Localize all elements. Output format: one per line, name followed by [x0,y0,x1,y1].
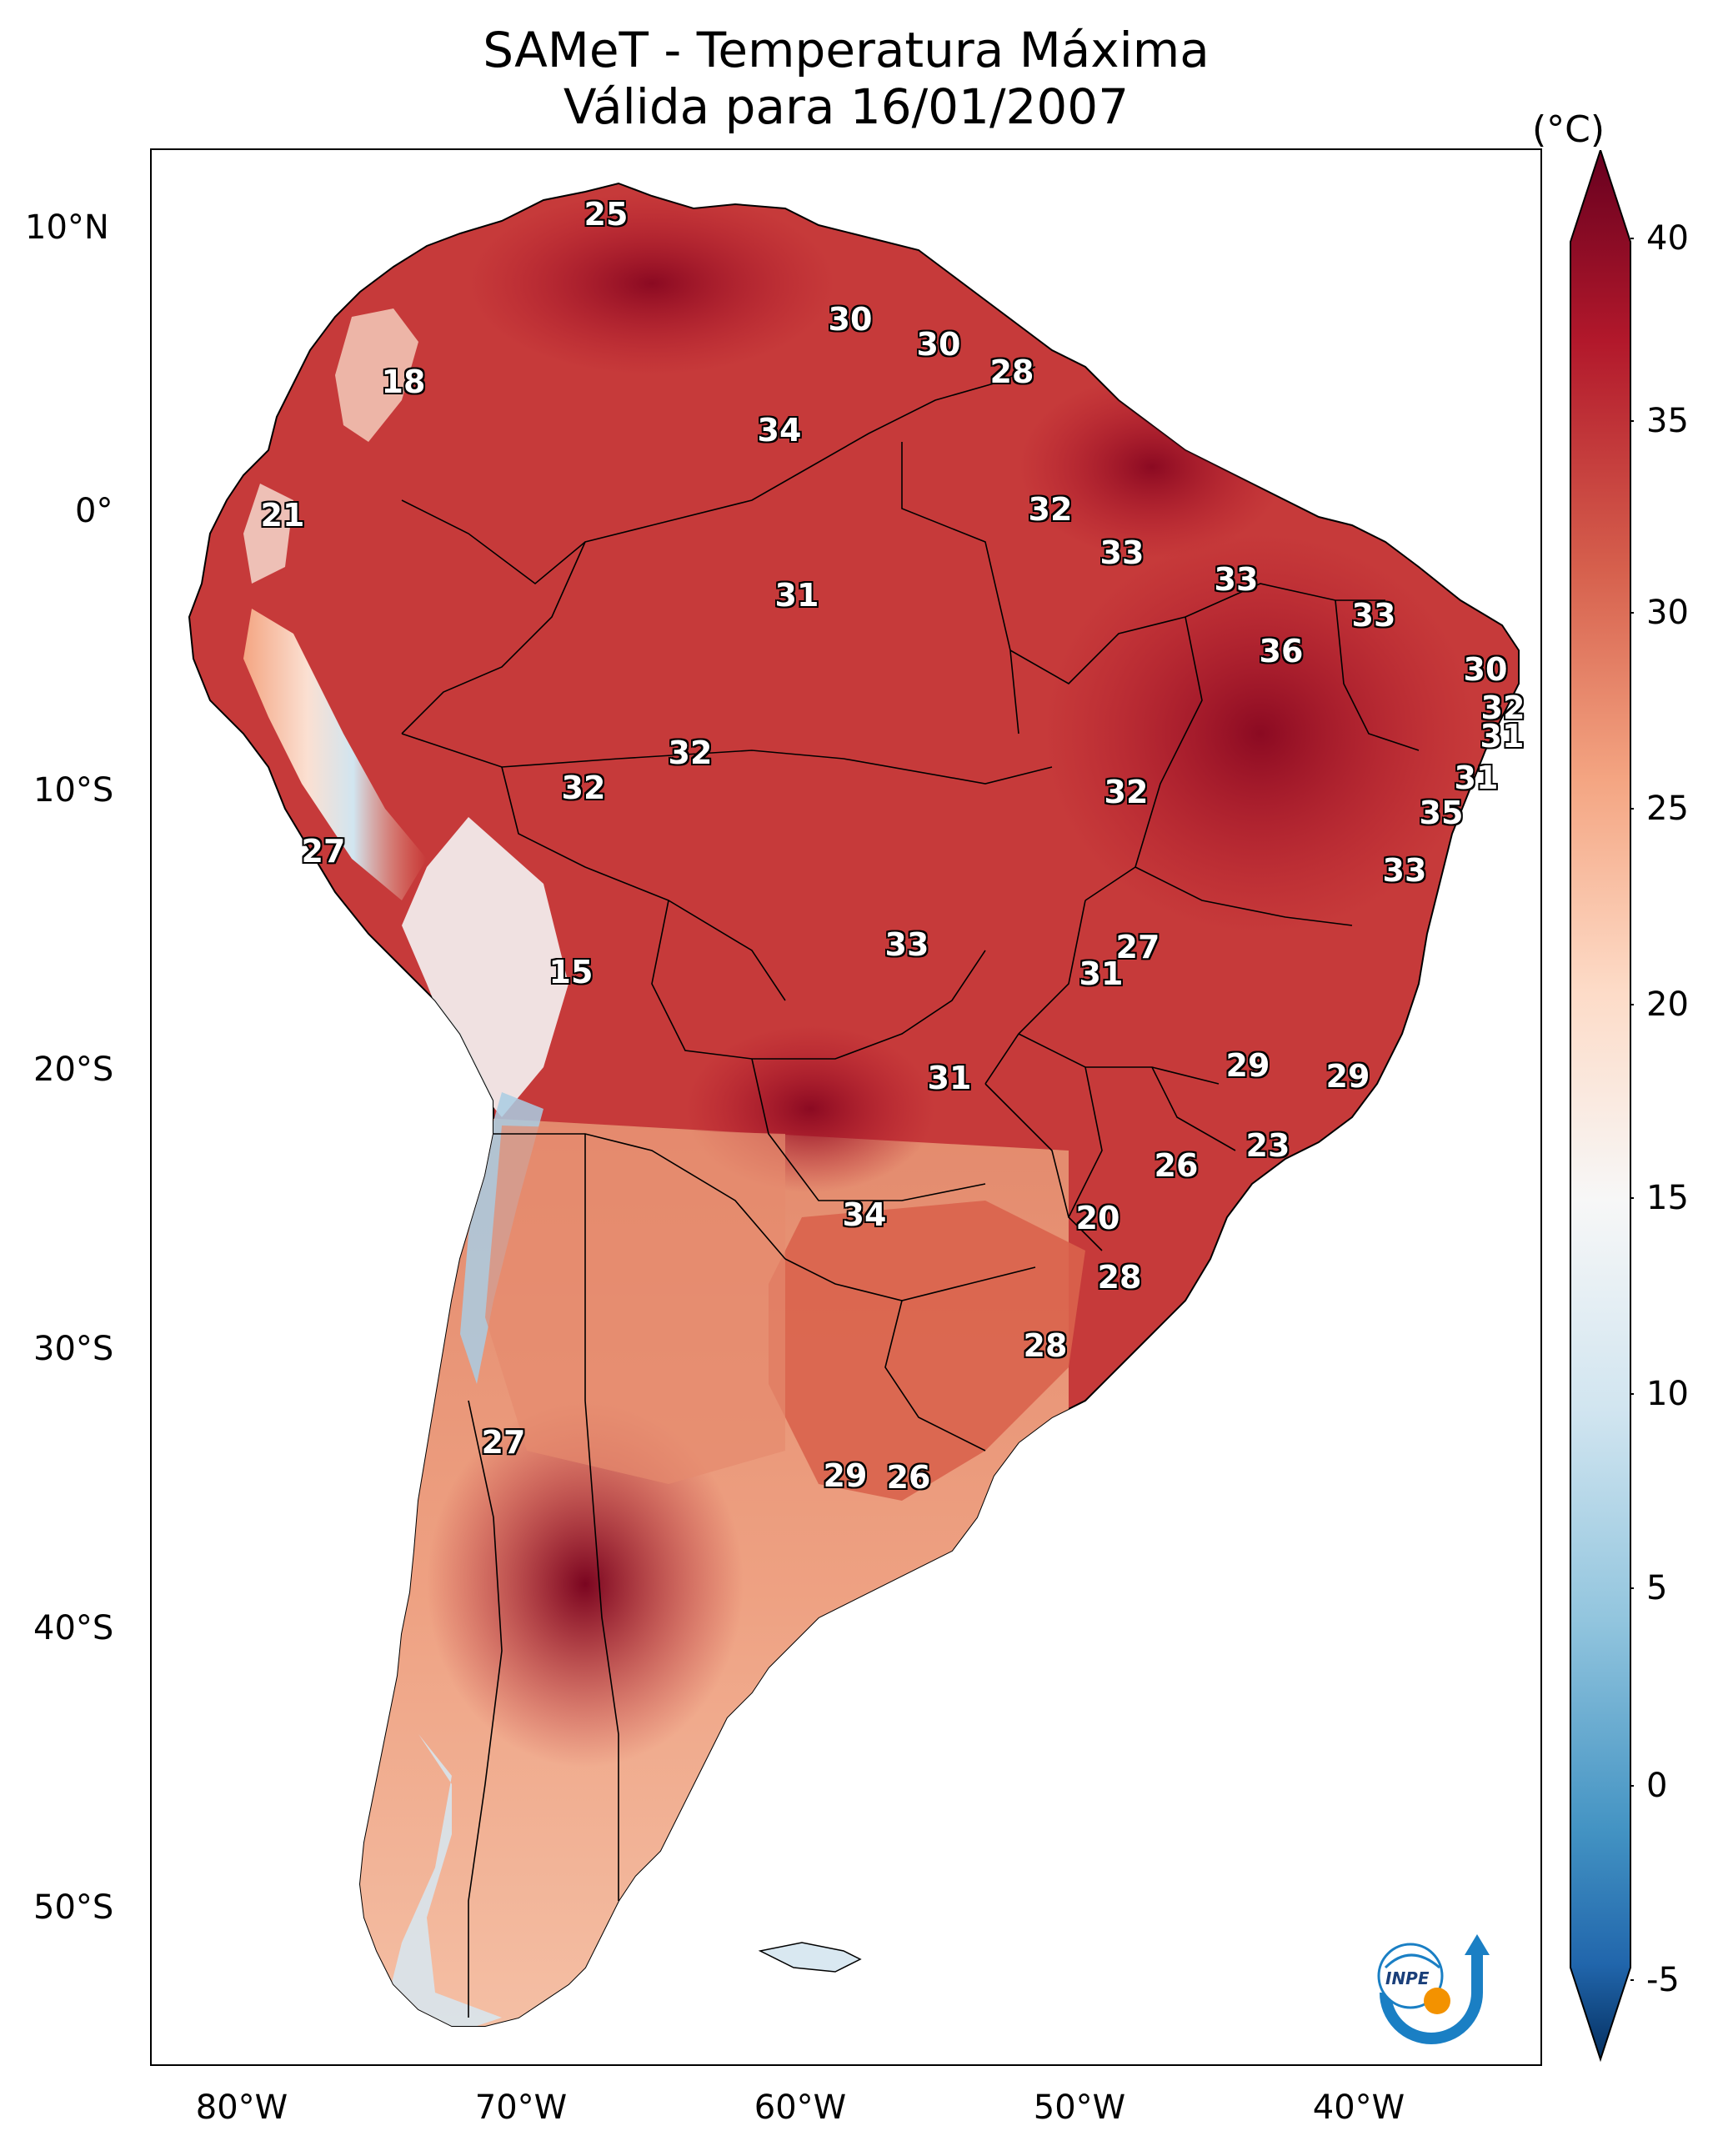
lat-label: 20°S [33,1050,114,1089]
contour-label: 29 [823,1457,868,1494]
contour-label: 33 [884,926,929,963]
colorbar-tick: 0 [1646,1767,1668,1805]
contour-label: 20 [1075,1200,1120,1236]
lat-label: 30°S [33,1330,114,1368]
map-subtitle: Válida para 16/01/2007 [563,78,1129,135]
lon-label: 50°W [1033,2088,1126,2127]
colorbar [1570,150,1634,2063]
lon-label: 40°W [1312,2088,1405,2127]
contour-label: 31 [1454,760,1499,796]
colorbar-tick: 10 [1646,1375,1689,1413]
lat-label: 40°S [33,1609,114,1647]
contour-label: 33 [1382,852,1427,889]
temperature-field [243,192,1477,2026]
contour-label: 36 [1259,633,1304,669]
lon-label: 80°W [195,2088,288,2127]
contour-label: 30 [916,326,961,363]
contour-label: 32 [1028,491,1073,528]
lon-label: 60°W [754,2088,847,2127]
colorbar-tick: -5 [1646,1961,1680,1999]
contour-label: 33 [1351,597,1396,634]
contour-label: 28 [989,353,1034,390]
contour-label: 31 [1079,955,1124,992]
south-america-temperature-map [188,182,1520,2027]
map-panel: 25 18 21 30 30 28 34 32 33 33 33 31 36 3… [150,148,1542,2066]
contour-label: 34 [842,1196,887,1233]
contour-label: 21 [260,497,305,534]
contour-label: 28 [1023,1327,1068,1364]
colorbar-tick: 5 [1646,1569,1668,1607]
colorbar-tick: 35 [1646,402,1689,440]
contour-label: 27 [1115,929,1160,965]
contour-label: 27 [481,1424,526,1461]
country-borders [401,366,1420,2018]
contour-label: 31 [927,1060,972,1096]
contour-label: 30 [1463,651,1508,688]
lat-label: 10°N [25,208,109,247]
contour-label: 30 [828,301,873,338]
contour-label: 28 [1097,1259,1142,1296]
contour-label: 32 [561,770,606,806]
contour-label: 29 [1225,1047,1270,1084]
contour-label: 35 [1419,795,1464,831]
contour-label: 26 [1154,1147,1199,1184]
inpe-logo: INPE [1377,1934,1490,2044]
contour-label: 29 [1325,1058,1370,1095]
contour-label: 25 [584,196,629,233]
contour-label: 31 [774,577,819,614]
colorbar-tick: 20 [1646,985,1689,1024]
colorbar-tick: 15 [1646,1179,1689,1217]
contour-label: 32 [1480,689,1525,726]
colorbar-tick: 25 [1646,790,1689,828]
map-title: SAMeT - Temperatura Máxima [483,22,1210,78]
contour-label: 26 [886,1459,931,1496]
contour-label: 27 [301,833,346,870]
lat-label: 0° [75,492,113,530]
colorbar-tick: 30 [1646,594,1689,632]
colorbar-tick: 40 [1646,219,1689,258]
contour-label: 33 [1099,534,1144,571]
contour-label: 32 [668,735,713,771]
lat-label: 10°S [33,771,114,810]
lat-label: 50°S [33,1888,114,1927]
contour-label: 31 [1480,718,1525,755]
contour-label: 15 [548,954,594,990]
contour-label: 33 [1214,561,1259,598]
svg-text:INPE: INPE [1385,1968,1430,1988]
contour-label: 34 [757,412,802,449]
contour-label: 32 [1104,774,1149,810]
lon-label: 70°W [474,2088,568,2127]
colorbar-unit: (°C) [1532,108,1605,151]
falkland-islands [758,1942,862,1973]
contour-label: 18 [381,364,426,400]
contour-label: 23 [1245,1127,1290,1164]
